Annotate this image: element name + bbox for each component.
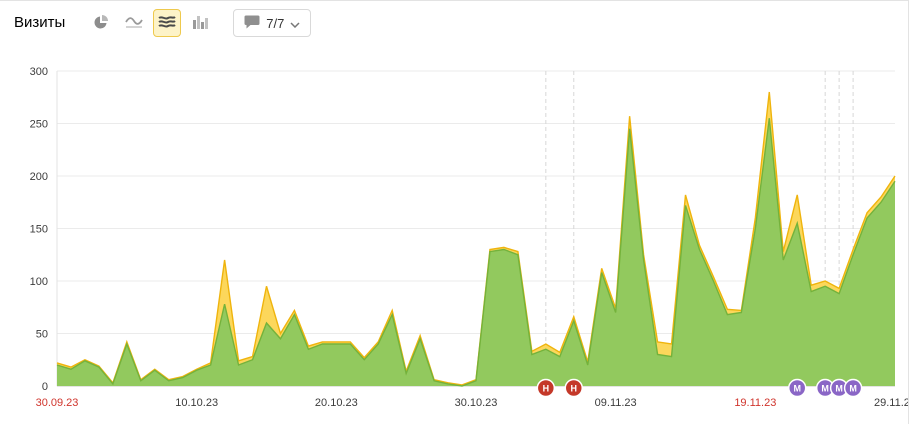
- pie-chart-icon: [93, 14, 109, 33]
- chart-type-line-button[interactable]: [120, 9, 148, 37]
- y-tick-label: 250: [30, 119, 48, 131]
- x-tick-label: 30.09.23: [36, 397, 79, 409]
- x-tick-label: 29.11.23: [874, 397, 909, 409]
- annotation-marker-letter: М: [849, 384, 857, 394]
- x-tick-label: 10.10.23: [175, 397, 218, 409]
- chart-type-pie-button[interactable]: [87, 9, 115, 37]
- annotation-marker-М[interactable]: М: [843, 378, 863, 398]
- annotation-marker-letter: М: [821, 384, 829, 394]
- comment-bubble-icon: [244, 15, 260, 32]
- annotation-marker-circle[interactable]: [564, 378, 584, 398]
- annotation-marker-letter: М: [793, 384, 801, 394]
- comments-button[interactable]: 7/7: [233, 9, 312, 37]
- area-outline-green-segment: [56, 118, 896, 387]
- chart-toolbar: Визиты: [14, 9, 312, 37]
- x-tick-label: 19.11.23: [734, 397, 776, 409]
- stacked-area-chart-icon: [158, 15, 177, 32]
- annotation-marker-М[interactable]: М: [787, 378, 807, 398]
- annotation-marker-circle[interactable]: [536, 378, 556, 398]
- x-tick-label: 20.10.23: [315, 397, 358, 409]
- line-chart-icon: [125, 14, 144, 33]
- annotation-marker-circle[interactable]: [843, 378, 863, 398]
- annotation-marker-Н[interactable]: Н: [564, 378, 584, 398]
- chart-type-stacked-area-button[interactable]: [153, 9, 182, 37]
- annotation-marker-letter: М: [835, 384, 843, 394]
- comments-count: 7/7: [266, 15, 285, 31]
- y-tick-label: 200: [30, 171, 48, 183]
- annotation-marker-letter: Н: [543, 384, 550, 394]
- chart-type-columns-button[interactable]: [186, 9, 214, 37]
- y-tick-label: 50: [36, 329, 48, 341]
- y-tick-label: 0: [42, 381, 48, 393]
- area-green-segment[interactable]: [57, 118, 895, 386]
- widget-title: Визиты: [14, 14, 66, 31]
- column-chart-icon: [192, 14, 209, 33]
- chevron-down-icon: [290, 16, 300, 31]
- annotation-marker-letter: Н: [571, 384, 578, 394]
- annotation-marker-circle[interactable]: [787, 378, 807, 398]
- x-tick-label: 30.10.23: [455, 397, 498, 409]
- x-tick-label: 09.11.23: [595, 397, 637, 409]
- y-tick-label: 150: [30, 224, 48, 236]
- annotation-marker-Н[interactable]: Н: [536, 378, 556, 398]
- y-tick-label: 300: [30, 66, 48, 78]
- y-tick-label: 100: [30, 276, 48, 288]
